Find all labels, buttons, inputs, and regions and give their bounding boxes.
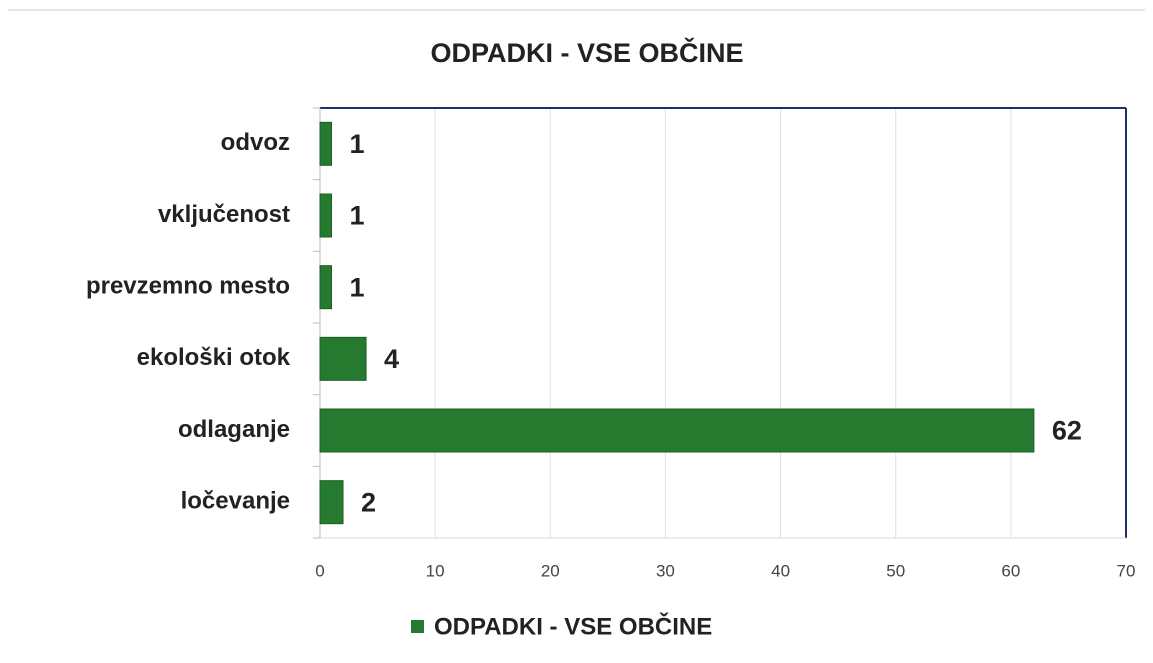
x-tick-label: 60	[1001, 561, 1020, 580]
value-label: 1	[350, 272, 365, 302]
value-label: 62	[1052, 416, 1082, 446]
y-tick-label: odlaganje	[178, 416, 290, 443]
bar	[319, 193, 333, 238]
bar	[319, 265, 333, 310]
x-tick-label: 50	[886, 561, 905, 580]
x-tick-label: 20	[541, 561, 560, 580]
y-tick-label: ločevanje	[181, 488, 290, 515]
x-tick-label: 10	[426, 561, 445, 580]
y-tick-label: odvoz	[221, 129, 290, 156]
x-tick-label: 70	[1117, 561, 1136, 580]
y-tick-label: ekološki otok	[137, 344, 291, 371]
x-tick-label: 30	[656, 561, 675, 580]
chart-title: ODPADKI - VSE OBČINE	[430, 37, 743, 68]
value-label: 1	[350, 129, 365, 159]
y-tick-label: vključenost	[158, 201, 290, 228]
bar	[319, 480, 344, 525]
value-label: 4	[384, 344, 399, 374]
x-tick-label: 40	[771, 561, 790, 580]
y-tick-label: prevzemno mesto	[86, 273, 290, 300]
bar	[319, 408, 1035, 453]
bar	[319, 121, 333, 166]
value-label: 2	[361, 487, 376, 517]
value-label: 1	[350, 201, 365, 231]
x-tick-label: 0	[315, 561, 324, 580]
bar	[319, 336, 367, 381]
legend-swatch	[411, 620, 424, 633]
legend-label: ODPADKI - VSE OBČINE	[434, 612, 712, 640]
